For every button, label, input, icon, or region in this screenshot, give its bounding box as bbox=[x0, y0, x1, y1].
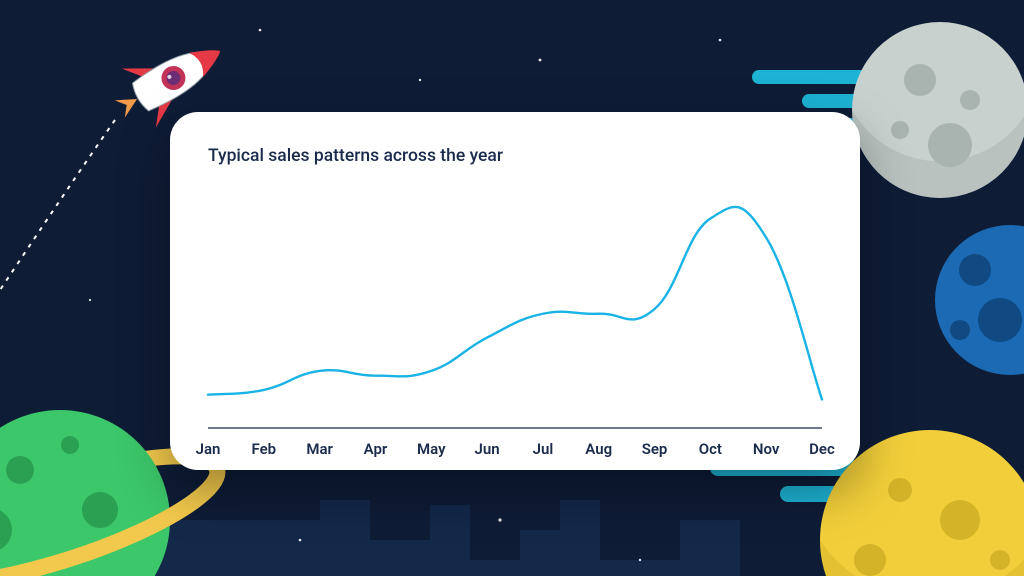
sales-line-chart: Jan Feb Mar Apr May Jun Jul Aug Sep Oct Nov Dec bbox=[170, 112, 860, 470]
stage: Typical sales patterns across the year J… bbox=[0, 0, 1024, 576]
x-tick-label: Jul bbox=[533, 440, 554, 458]
x-tick-label: Mar bbox=[306, 440, 333, 458]
chart-card: Typical sales patterns across the year J… bbox=[170, 112, 860, 470]
x-tick-label: Aug bbox=[585, 440, 612, 458]
x-tick-label: Feb bbox=[252, 440, 277, 458]
x-tick-label: Jun bbox=[475, 440, 500, 458]
x-tick-label: Oct bbox=[699, 440, 722, 458]
x-tick-label: Jan bbox=[196, 440, 221, 458]
x-tick-label: Dec bbox=[809, 440, 835, 458]
x-tick-label: Sep bbox=[642, 440, 668, 458]
x-tick-label: Apr bbox=[364, 440, 388, 458]
x-tick-label: May bbox=[417, 440, 446, 458]
x-tick-label: Nov bbox=[753, 440, 780, 458]
